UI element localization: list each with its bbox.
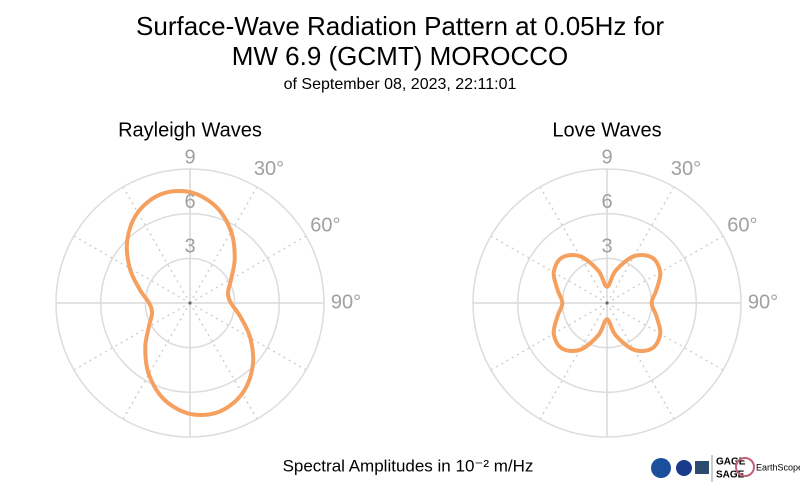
theta-tick-label: 90°	[331, 291, 361, 313]
logos: GAGE SAGE EarthScope	[651, 455, 800, 482]
spoke	[539, 186, 608, 304]
spoke	[606, 302, 675, 420]
spoke	[189, 235, 307, 304]
spoke	[606, 302, 724, 371]
grid-circle	[99, 212, 281, 394]
title-line: MW 6.9 (GCMT) MOROCCO	[232, 41, 569, 71]
chart-title: Rayleigh Waves	[118, 119, 262, 141]
logo-nsf	[651, 458, 671, 478]
title-line: Surface-Wave Radiation Pattern at 0.05Hz…	[136, 11, 664, 41]
spoke	[490, 235, 608, 304]
spoke	[606, 235, 724, 304]
logo-text: GAGE	[716, 457, 746, 468]
spoke	[490, 302, 608, 371]
r-tick-label: 6	[184, 191, 195, 213]
chart-title: Love Waves	[552, 119, 661, 141]
radiation-curve	[551, 253, 663, 353]
logo-text: EarthScope	[756, 462, 800, 472]
r-tick-label: 3	[184, 236, 195, 258]
grid-circle	[55, 168, 325, 438]
grid-circle	[472, 168, 742, 438]
spoke	[122, 186, 191, 304]
spoke	[539, 302, 608, 420]
theta-tick-label: 30°	[254, 158, 284, 180]
radiation-curve	[124, 188, 256, 418]
footer: Spectral Amplitudes in 10⁻² m/Hz	[283, 456, 534, 475]
r-tick-label: 9	[184, 146, 195, 168]
r-tick-label: 6	[601, 191, 612, 213]
theta-tick-label: 90°	[748, 291, 778, 313]
logo-earthscope	[735, 457, 755, 477]
origin	[605, 301, 609, 305]
theta-tick-label: 60°	[310, 214, 340, 236]
theta-tick-label: 60°	[727, 214, 757, 236]
subtitle: of September 08, 2023, 22:11:01	[284, 76, 517, 93]
logo-usgs	[695, 461, 709, 474]
grid-circle	[144, 257, 236, 349]
r-tick-label: 9	[601, 146, 612, 168]
spoke	[606, 186, 675, 304]
logo-nasa	[676, 460, 692, 476]
spoke	[189, 186, 258, 304]
logo-text: SAGE	[716, 470, 745, 481]
spoke	[189, 302, 258, 420]
theta-tick-label: 30°	[671, 158, 701, 180]
grid-circle	[516, 212, 698, 394]
spoke	[122, 302, 191, 420]
r-tick-label: 3	[601, 236, 612, 258]
spoke	[73, 302, 191, 371]
origin	[188, 301, 192, 305]
